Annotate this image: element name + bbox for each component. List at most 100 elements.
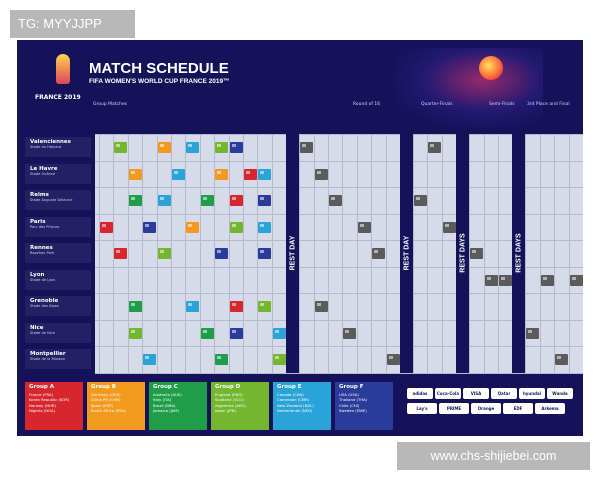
knockout-match-marker — [357, 221, 371, 233]
team-name: Jamaica (JAM) — [153, 408, 180, 414]
knockout-match-marker — [484, 274, 498, 286]
knockout-match-marker — [314, 168, 328, 180]
grid-line — [142, 134, 144, 373]
grid-line — [441, 134, 443, 373]
group-match-marker — [229, 195, 243, 206]
group-match-marker — [128, 301, 142, 312]
grid-line — [95, 293, 583, 294]
grid-line — [554, 134, 556, 373]
knockout-match-marker — [343, 327, 357, 339]
grid-line — [271, 134, 273, 373]
group-match-marker — [186, 142, 200, 153]
team-name: Australia (AUS) — [153, 392, 182, 397]
sponsor-logo: adidas — [407, 388, 433, 399]
group-label: Group F — [339, 384, 364, 390]
team-name: Cameroon (CMR) — [277, 397, 310, 403]
group-match-marker — [229, 327, 243, 339]
stage-semi-finals: Semi-Finals — [489, 102, 515, 107]
grid-line — [257, 134, 259, 373]
sponsor-logo: VISA — [463, 388, 489, 399]
team-name: Italy (ITA) — [153, 397, 172, 403]
stadium-name: Stade des Alpes — [30, 304, 59, 308]
city-row-label: Le Havre Stade Océane — [25, 163, 91, 184]
knockout-match-marker — [442, 221, 456, 233]
city-name: Le Havre — [30, 165, 58, 172]
grid-line — [95, 213, 583, 215]
page-title: MATCH SCHEDULE — [89, 60, 229, 77]
city-name: Montpellier — [30, 351, 66, 357]
group-match-marker — [128, 327, 142, 339]
group-match-marker — [258, 195, 272, 206]
group-match-marker — [258, 221, 272, 233]
group-match-marker — [143, 354, 157, 365]
grid-line — [427, 134, 429, 373]
rest-day-label: REST DAYS — [515, 233, 523, 273]
group-label: Group D — [215, 384, 241, 390]
rest-day-column: REST DAY — [286, 134, 300, 373]
group-match-marker — [229, 142, 243, 153]
group-legend-box: Group E Canada (CAN) Cameroon (CMR) New Zea… — [273, 382, 331, 430]
team-name: Argentina (ARG) — [215, 402, 246, 408]
tournament-logo — [39, 54, 87, 104]
group-match-marker — [200, 327, 214, 339]
grid-line — [356, 134, 358, 373]
knockout-match-marker — [300, 142, 314, 153]
stage-group-matches: Group Matches — [93, 102, 127, 107]
sponsor-logo: Coca-Cola — [435, 388, 461, 399]
ball-icon — [479, 56, 503, 80]
team-name: USA (USA) — [339, 392, 359, 397]
knockout-match-marker — [329, 195, 342, 206]
city-row-label: Grenoble Stade des Alpes — [25, 296, 91, 316]
grid-line — [243, 134, 244, 373]
stadium-name: Parc des Princes — [30, 224, 60, 229]
grid-line — [214, 134, 216, 373]
team-name: France (FRA) — [29, 392, 54, 397]
grid-line — [498, 134, 499, 373]
group-match-marker — [272, 354, 286, 365]
group-match-marker — [258, 301, 272, 312]
group-match-marker — [258, 168, 272, 180]
group-label: Group E — [277, 384, 302, 390]
team-name: China PR (CHN) — [91, 397, 121, 403]
stadium-name: Roazhon Park — [30, 251, 55, 255]
group-match-marker — [143, 221, 157, 233]
group-match-marker — [157, 195, 171, 206]
group-match-marker — [272, 327, 286, 339]
match-schedule-poster: FRANCE 2019 MATCH SCHEDULE FIFA WOMEN'S … — [17, 40, 583, 436]
group-match-marker — [186, 221, 200, 233]
group-match-marker — [215, 168, 229, 180]
group-match-marker — [244, 168, 257, 180]
city-name: Nice — [30, 324, 44, 331]
city-row-label: Rennes Roazhon Park — [25, 243, 91, 263]
team-name: Brazil (BRA) — [153, 402, 176, 408]
top-left-tag: TG: MYYJJPP — [10, 10, 135, 38]
city-row-label: Montpellier Stade de la Mosson — [25, 349, 91, 369]
group-legend-box: Group C Australia (AUS) Italy (ITA) Brazil … — [149, 382, 207, 430]
group-match-marker — [229, 301, 243, 312]
city-name: Paris — [30, 218, 46, 225]
stadium-name: Stade du Hainaut — [30, 145, 62, 149]
city-name: Lyon — [30, 271, 45, 278]
bottom-watermark: www.chs-shijiebei.com — [397, 442, 590, 470]
group-label: Group B — [91, 384, 116, 390]
sponsor-logo: Orange — [471, 403, 501, 414]
city-name: Valenciennes — [30, 139, 71, 145]
group-match-marker — [215, 354, 229, 365]
grid-line — [95, 266, 583, 268]
grid-line — [95, 134, 583, 135]
sponsor-logo: Lay's — [407, 403, 437, 414]
team-name: Netherlands (NED) — [277, 408, 313, 414]
page-subtitle: FIFA WOMEN'S WORLD CUP FRANCE 2019™ — [89, 78, 230, 85]
team-name: Chile (CHI) — [339, 402, 360, 408]
knockout-match-marker — [540, 274, 554, 286]
rest-day-label: REST DAYS — [459, 233, 467, 273]
knockout-match-marker — [499, 274, 512, 286]
knockout-match-marker — [470, 248, 484, 259]
schedule-grid: Valenciennes Stade du Hainaut Le Havre Stad… — [25, 108, 583, 374]
stage-round-of-16: Round of 16 — [353, 102, 381, 107]
sponsor-logo: PRIME — [439, 403, 469, 414]
group-label: Group A — [29, 384, 55, 390]
knockout-match-marker — [414, 195, 427, 206]
team-name: Germany (GER) — [91, 392, 121, 397]
